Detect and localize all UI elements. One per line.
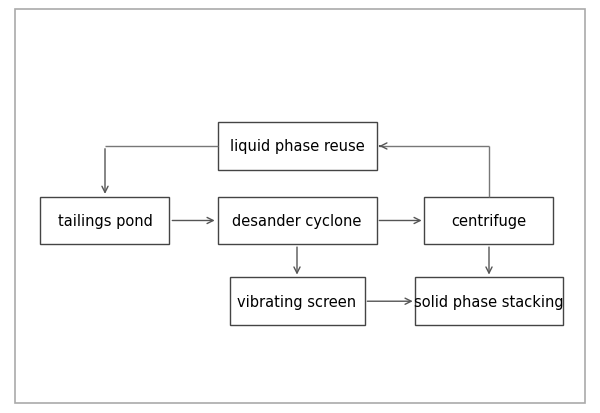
Bar: [424, 197, 553, 244]
Text: tailings pond: tailings pond: [58, 214, 152, 228]
Text: liquid phase reuse: liquid phase reuse: [230, 139, 364, 154]
Text: solid phase stacking: solid phase stacking: [414, 294, 564, 309]
Text: vibrating screen: vibrating screen: [238, 294, 356, 309]
Bar: [229, 278, 365, 325]
Bar: [40, 197, 169, 244]
Bar: [218, 123, 377, 170]
Text: desander cyclone: desander cyclone: [232, 214, 362, 228]
Text: centrifuge: centrifuge: [451, 214, 527, 228]
Bar: [218, 197, 377, 244]
Bar: [415, 278, 563, 325]
